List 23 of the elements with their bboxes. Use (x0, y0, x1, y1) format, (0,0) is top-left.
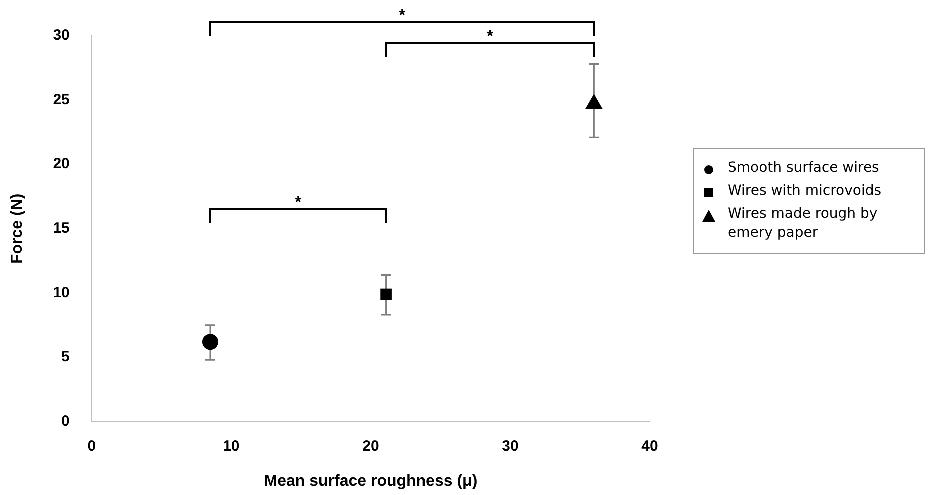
x-tick-label: 30 (502, 438, 519, 455)
y-tick-label: 25 (53, 91, 70, 108)
x-tick-label: 20 (362, 438, 380, 455)
y-tick-label: 30 (53, 27, 70, 44)
y-tick-label: 10 (53, 284, 70, 302)
legend-label: Smooth surface wires (728, 159, 880, 178)
y-tick-label: 5 (62, 348, 70, 366)
y-tick-label: 15 (53, 220, 70, 238)
annotation: * (487, 28, 494, 46)
point (202, 334, 218, 350)
y-axis-title: Force (N) (9, 194, 26, 264)
y-tick-label: 0 (62, 412, 70, 430)
legend-label: Wires made rough by emery paper (728, 205, 879, 243)
x-tick-label: 10 (223, 438, 240, 455)
x-tick-label: 0 (88, 438, 96, 455)
x-tick-label: 40 (642, 438, 658, 455)
annotation: * (295, 194, 302, 212)
text: * (399, 7, 406, 24)
point (586, 94, 603, 110)
y-tick-label: 20 (53, 156, 70, 173)
x-axis-title: Mean surface roughness (μ) (264, 472, 478, 490)
legend-label: Wires with microvoids (728, 182, 882, 201)
point (380, 288, 392, 300)
